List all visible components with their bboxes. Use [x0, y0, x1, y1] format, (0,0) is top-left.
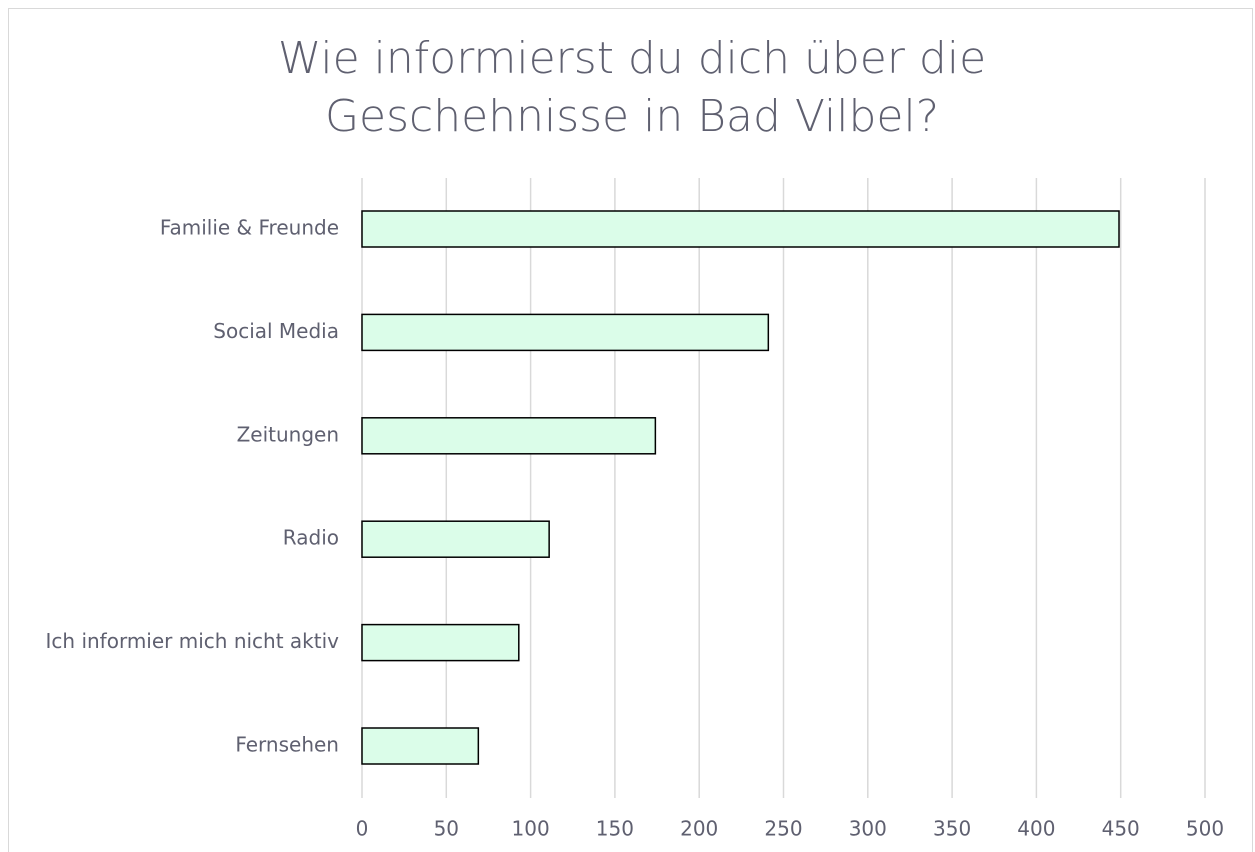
bar	[361, 313, 770, 352]
bar	[361, 210, 1120, 248]
bar	[361, 417, 657, 455]
x-tick-label: 0	[356, 817, 369, 841]
bar	[361, 520, 550, 558]
bar	[361, 623, 520, 662]
x-tick-label: 300	[849, 817, 887, 841]
y-tick-label: Fernsehen	[235, 733, 339, 757]
y-tick-label: Zeitungen	[237, 422, 339, 446]
chart-title: Wie informierst du dich über die Gescheh…	[277, 33, 987, 142]
y-tick-label: Familie & Freunde	[160, 216, 339, 240]
x-tick-label: 250	[764, 817, 802, 841]
y-tick-label: Radio	[283, 526, 339, 550]
bar	[361, 727, 480, 765]
x-tick-label: 50	[434, 817, 459, 841]
x-tick-label: 100	[512, 817, 550, 841]
x-tick-label: 400	[1017, 817, 1055, 841]
x-tick-label: 200	[680, 817, 718, 841]
x-tick-label: 450	[1102, 817, 1140, 841]
x-tick-label: 150	[596, 817, 634, 841]
x-tick-label: 350	[933, 817, 971, 841]
y-tick-label: Social Media	[213, 319, 339, 343]
x-tick-label: 500	[1186, 817, 1224, 841]
chart-border	[8, 8, 1253, 852]
y-tick-label: Ich informier mich nicht aktiv	[46, 629, 340, 653]
